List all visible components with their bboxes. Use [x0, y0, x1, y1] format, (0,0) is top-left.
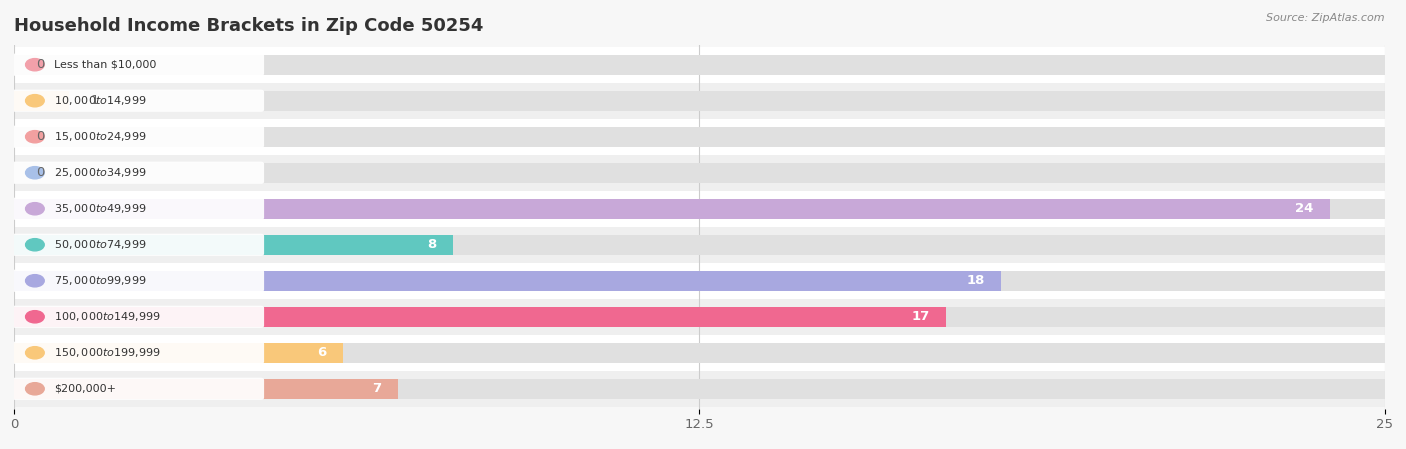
Text: $50,000 to $74,999: $50,000 to $74,999: [53, 238, 146, 251]
FancyBboxPatch shape: [11, 306, 264, 328]
Circle shape: [25, 383, 44, 395]
Text: $75,000 to $99,999: $75,000 to $99,999: [53, 274, 146, 287]
Circle shape: [25, 58, 44, 71]
Text: 0: 0: [37, 130, 45, 143]
FancyBboxPatch shape: [11, 53, 264, 76]
Text: Source: ZipAtlas.com: Source: ZipAtlas.com: [1267, 13, 1385, 23]
Bar: [14, 343, 1385, 363]
Bar: [14, 91, 69, 110]
FancyBboxPatch shape: [11, 270, 264, 292]
Circle shape: [25, 275, 44, 287]
Bar: [14, 199, 1385, 219]
Bar: [14, 335, 1385, 371]
Bar: [14, 47, 1385, 83]
Bar: [14, 307, 1385, 327]
Text: 0: 0: [37, 58, 45, 71]
Text: 8: 8: [427, 238, 436, 251]
Circle shape: [25, 202, 44, 215]
Text: 17: 17: [911, 310, 929, 323]
FancyBboxPatch shape: [11, 126, 264, 148]
Text: 6: 6: [318, 346, 326, 359]
Bar: [14, 227, 1385, 263]
Bar: [14, 343, 343, 363]
Bar: [14, 91, 1385, 110]
Bar: [14, 235, 1385, 255]
Bar: [14, 271, 1001, 291]
FancyBboxPatch shape: [11, 90, 264, 112]
Text: 0: 0: [37, 166, 45, 179]
Bar: [14, 191, 1385, 227]
Text: $200,000+: $200,000+: [53, 384, 117, 394]
Bar: [14, 379, 398, 399]
Bar: [14, 263, 1385, 299]
FancyBboxPatch shape: [11, 233, 264, 256]
Circle shape: [25, 167, 44, 179]
Bar: [14, 199, 1330, 219]
Circle shape: [25, 311, 44, 323]
Text: Less than $10,000: Less than $10,000: [53, 60, 156, 70]
FancyBboxPatch shape: [11, 342, 264, 364]
Circle shape: [25, 131, 44, 143]
Bar: [14, 83, 1385, 119]
Bar: [14, 299, 1385, 335]
Bar: [14, 235, 453, 255]
Bar: [14, 307, 946, 327]
FancyBboxPatch shape: [11, 198, 264, 220]
Bar: [14, 271, 1385, 291]
Text: 7: 7: [373, 382, 381, 395]
Bar: [14, 163, 1385, 183]
Bar: [14, 155, 1385, 191]
Text: Household Income Brackets in Zip Code 50254: Household Income Brackets in Zip Code 50…: [14, 17, 484, 35]
Text: 1: 1: [91, 94, 100, 107]
Text: $150,000 to $199,999: $150,000 to $199,999: [53, 346, 160, 359]
Bar: [14, 127, 1385, 147]
Text: 24: 24: [1295, 202, 1313, 215]
Circle shape: [25, 347, 44, 359]
Text: $100,000 to $149,999: $100,000 to $149,999: [53, 310, 160, 323]
Text: $25,000 to $34,999: $25,000 to $34,999: [53, 166, 146, 179]
Text: $15,000 to $24,999: $15,000 to $24,999: [53, 130, 146, 143]
Circle shape: [25, 95, 44, 107]
Text: 18: 18: [966, 274, 984, 287]
FancyBboxPatch shape: [11, 162, 264, 184]
Bar: [14, 119, 1385, 155]
Text: $10,000 to $14,999: $10,000 to $14,999: [53, 94, 146, 107]
Bar: [14, 55, 1385, 75]
Circle shape: [25, 238, 44, 251]
Bar: [14, 371, 1385, 407]
Bar: [14, 379, 1385, 399]
Text: $35,000 to $49,999: $35,000 to $49,999: [53, 202, 146, 215]
FancyBboxPatch shape: [11, 378, 264, 400]
